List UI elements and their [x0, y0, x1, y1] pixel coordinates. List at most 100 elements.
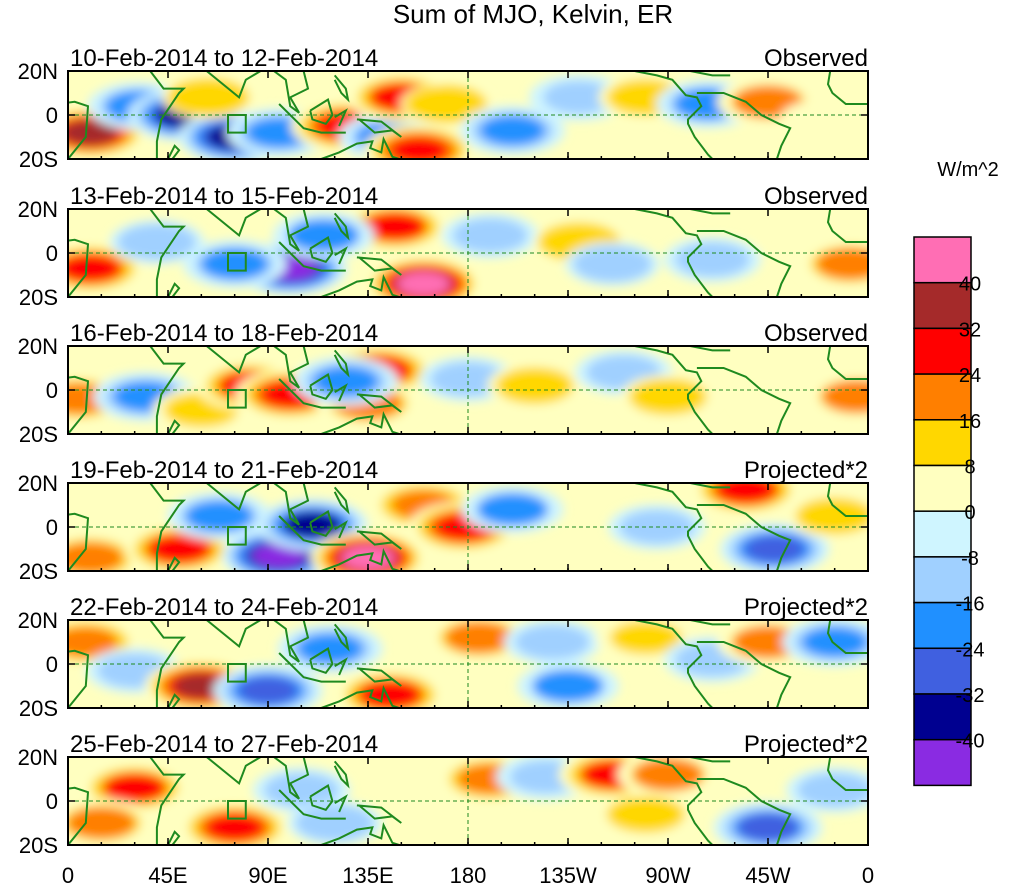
colorbar-level-label: -40: [956, 731, 985, 753]
y-tick-label: 20N: [18, 59, 58, 84]
anomaly-contour: [238, 676, 298, 704]
anomaly-contour: [264, 772, 339, 808]
anomaly-contour: [313, 366, 379, 397]
anomaly-contour: [167, 78, 249, 117]
colorbar-level-label: 40: [959, 274, 981, 296]
anomaly-contour: [533, 670, 603, 702]
colorbar-level-label: 8: [964, 457, 975, 479]
anomaly-contour: [495, 367, 574, 404]
anomaly-contour: [745, 535, 805, 563]
y-tick-label: 20N: [18, 745, 58, 770]
anomaly-contour: [733, 85, 803, 118]
colorbar-swatch: [913, 738, 972, 787]
anomaly-contour: [543, 80, 615, 114]
coastlines: [68, 620, 868, 708]
x-tick-label: 0: [62, 863, 74, 888]
anomaly-contour: [397, 271, 451, 296]
colorbar-units: W/m^2: [937, 159, 999, 181]
y-tick-label: 20N: [18, 608, 58, 633]
colorbar-level-label: 24: [959, 365, 981, 387]
colorbar-level-label: 32: [959, 319, 981, 341]
panel-4: 20N 0 20S 19-Feb-2014 to 21-Feb-2014 Project…: [18, 457, 869, 584]
panel-1: 20N 0 20S 10-Feb-2014 to 12-Feb-2014 Observe…: [18, 45, 869, 172]
y-tick-label: 20N: [18, 197, 58, 222]
y-tick-label: 0: [46, 789, 58, 814]
anomaly-contour: [675, 242, 750, 277]
x-tick-label: 90E: [248, 863, 287, 888]
panel-date-range: 16-Feb-2014 to 18-Feb-2014: [70, 320, 378, 347]
x-tick-label: 45E: [148, 863, 187, 888]
anomaly-contour: [185, 500, 253, 532]
anomaly-contour: [117, 224, 196, 260]
coastlines: [68, 346, 868, 434]
coastlines: [68, 71, 868, 159]
panel-label: Observed: [764, 183, 868, 210]
y-tick-label: 0: [46, 378, 58, 403]
panel-date-range: 19-Feb-2014 to 21-Feb-2014: [70, 457, 378, 484]
anomaly-contour: [515, 624, 590, 660]
colorbar-level-label: -24: [956, 639, 985, 661]
anomaly-contour: [453, 218, 528, 253]
colorbar-swatch: [913, 556, 972, 604]
x-tick-label: 135W: [539, 863, 597, 888]
anomaly-contour: [445, 622, 513, 653]
anomaly-contour: [480, 115, 545, 146]
colorbar-level-label: -16: [956, 594, 985, 616]
anomaly-contour: [283, 511, 341, 538]
y-tick-label: 20S: [19, 833, 58, 858]
colorbar-swatch: [913, 693, 972, 741]
anomaly-contour: [715, 483, 776, 504]
anomaly-contour: [797, 772, 868, 808]
panel-date-range: 10-Feb-2014 to 12-Feb-2014: [70, 45, 378, 72]
y-tick-label: 20N: [18, 471, 58, 496]
chart-title: Sum of MJO, Kelvin, ER: [393, 0, 673, 29]
panel-date-range: 22-Feb-2014 to 24-Feb-2014: [70, 594, 378, 621]
anomaly-contour: [802, 627, 868, 657]
anomaly-contour: [149, 535, 210, 563]
anomaly-contour: [201, 248, 268, 280]
panel-label: Observed: [764, 45, 868, 72]
panel-3: 20N 0 20S 16-Feb-2014 to 18-Feb-2014 Observe…: [18, 320, 869, 447]
anomaly-contour: [606, 796, 685, 833]
panel-label: Projected*2: [744, 731, 868, 758]
y-tick-label: 20S: [19, 696, 58, 721]
anomaly-contour: [822, 380, 868, 413]
colorbar-level-label: 0: [964, 502, 975, 524]
colorbar-level-label: -8: [961, 548, 979, 570]
anomaly-contour: [68, 807, 135, 839]
y-tick-label: 20S: [19, 147, 58, 172]
anomaly-contour: [103, 773, 166, 802]
colorbar: W/m^2 40 32 24 16 8 0 -8 -16 -24 -32 -40: [913, 159, 999, 787]
anomaly-contour: [478, 493, 547, 526]
anomaly-contour: [205, 813, 265, 841]
anomaly-contour: [360, 681, 421, 708]
panel-label: Projected*2: [744, 457, 868, 484]
y-tick-label: 20S: [19, 559, 58, 584]
y-tick-label: 20N: [18, 334, 58, 359]
panel-label: Observed: [764, 320, 868, 347]
anomaly-contour: [404, 85, 487, 123]
panel-label: Projected*2: [744, 594, 868, 621]
colorbar-swatch: [913, 373, 972, 421]
colorbar-level-label: 16: [959, 411, 981, 433]
panel-date-range: 25-Feb-2014 to 27-Feb-2014: [70, 731, 378, 758]
anomaly-contour: [735, 380, 823, 422]
coastlines: [68, 483, 868, 571]
y-tick-label: 20S: [19, 285, 58, 310]
x-tick-label: 90W: [645, 863, 690, 888]
anomaly-contour: [573, 246, 652, 282]
anomaly-contour: [816, 248, 868, 280]
y-tick-label: 0: [46, 241, 58, 266]
colorbar-swatch: [913, 464, 972, 512]
anomaly-contour: [252, 543, 306, 568]
anomaly-contour: [780, 99, 868, 140]
x-tick-label: 135E: [342, 863, 393, 888]
y-tick-label: 20S: [19, 422, 58, 447]
anomaly-contour: [363, 212, 426, 241]
panel-5: 20N 0 20S 22-Feb-2014 to 24-Feb-2014 Project…: [18, 594, 869, 721]
colorbar-swatch: [913, 281, 972, 330]
x-tick-label: 0: [862, 863, 874, 888]
panel-6: 20N 0 20S 25-Feb-2014 to 27-Feb-2014 Project…: [18, 731, 869, 858]
anomaly-contour: [633, 758, 703, 791]
anomaly-contour: [68, 119, 119, 146]
